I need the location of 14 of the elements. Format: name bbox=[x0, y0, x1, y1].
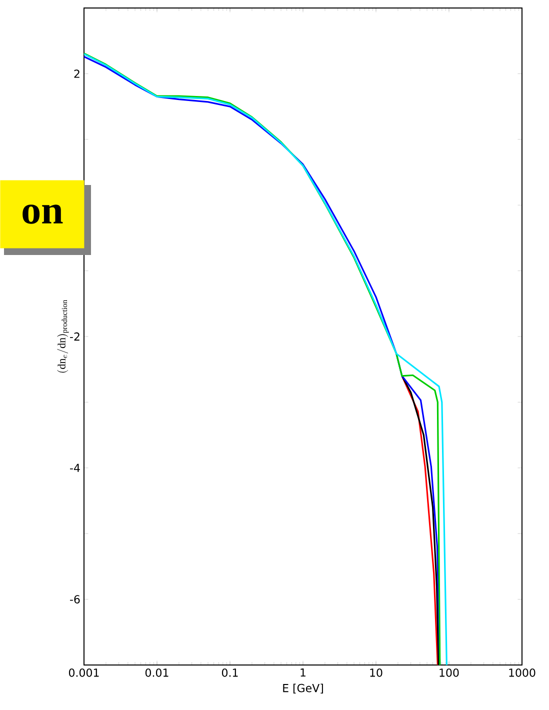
x-tick-label: 0.1 bbox=[222, 668, 238, 677]
x-tick-label: 10 bbox=[370, 668, 382, 677]
x-axis-title: E [GeV] bbox=[283, 684, 323, 694]
x-tick-label: 0.001 bbox=[68, 668, 99, 677]
y-axis-title: $(\mathrm{dn}_{e}/\mathrm{dn})_{\mathrm{production}}$ bbox=[57, 300, 69, 373]
x-tick-label: 1000 bbox=[509, 668, 536, 677]
y-tick-label: 2 bbox=[74, 70, 80, 78]
x-tick-label: 1 bbox=[300, 668, 306, 677]
text: on bbox=[22, 204, 63, 224]
y-tick-label: -4 bbox=[70, 464, 80, 472]
x-tick-label: 100 bbox=[440, 668, 459, 677]
y-tick-label: -2 bbox=[70, 332, 80, 341]
x-tick-label: 0.01 bbox=[145, 668, 168, 677]
y-tick-label: -6 bbox=[70, 595, 80, 604]
